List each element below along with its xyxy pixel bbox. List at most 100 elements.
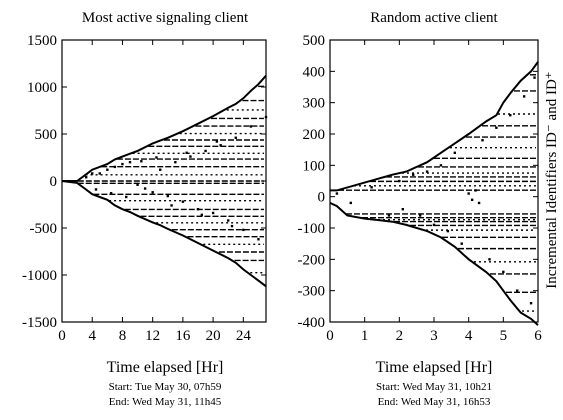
left-data-point	[84, 176, 88, 179]
left-xtick-label: 4	[88, 328, 96, 344]
right-xtick-label: 4	[465, 328, 473, 344]
right-data-point	[529, 302, 533, 305]
left-data-point	[264, 115, 268, 119]
left-ytick-label: 1000	[27, 80, 57, 96]
left-data-point	[109, 192, 113, 195]
left-data-point	[91, 172, 94, 175]
right-ytick-label: 500	[303, 33, 326, 49]
left-upper-envelope	[62, 75, 267, 182]
left-xtick-label: 8	[119, 328, 127, 344]
left-data-point	[185, 151, 188, 154]
right-data-point	[432, 223, 436, 227]
left-data-point	[136, 183, 139, 186]
left-x-axis-label: Time elapsed [Hr]	[107, 359, 224, 376]
right-ytick-label: 200	[303, 127, 326, 143]
right-xtick-label: 3	[430, 328, 438, 344]
left-data-point	[94, 188, 98, 191]
left-data-point	[257, 238, 260, 241]
right-data-point	[370, 186, 373, 189]
right-data-point	[398, 179, 401, 183]
right-data-point	[425, 170, 429, 173]
left-data-point	[143, 187, 147, 190]
left-data-point	[170, 204, 173, 207]
left-data-point	[98, 172, 101, 175]
right-xtick-label: 1	[361, 328, 369, 344]
left-data-point	[230, 224, 234, 228]
left-data-point	[174, 161, 177, 164]
left-xtick-label: 24	[236, 328, 252, 344]
left-data-point	[155, 156, 158, 159]
left-xtick-label: 20	[206, 328, 221, 344]
right-data-point	[474, 189, 477, 192]
right-data-point	[477, 201, 481, 205]
right-data-point	[516, 289, 519, 292]
right-ytick-label: 100	[303, 158, 326, 174]
left-ytick-label: -1500	[22, 315, 57, 331]
left-ytick-label: 500	[35, 127, 58, 143]
right-ytick-label: 400	[303, 64, 326, 80]
left-data-point	[204, 149, 207, 153]
right-xtick-label: 2	[396, 328, 404, 344]
left-data-point	[219, 144, 222, 147]
right-data-point	[401, 208, 404, 211]
right-ytick-label: -400	[298, 315, 326, 331]
left-data-point	[159, 168, 162, 171]
right-data-point	[522, 95, 526, 98]
right-ytick-label: -200	[298, 252, 326, 268]
left-ytick-label: 0	[50, 174, 58, 190]
left-data-point	[125, 195, 128, 199]
right-start-text: Start: Wed May 31, 10h21	[376, 381, 492, 393]
left-xtick-label: 12	[145, 328, 160, 344]
right-xtick-label: 0	[326, 328, 334, 344]
right-data-point	[470, 198, 474, 201]
left-data-point	[242, 228, 245, 232]
right-data-point	[387, 214, 391, 217]
right-data-point	[467, 192, 470, 195]
left-chart: -1500 -1000 -500 0 500 1000 1500 0 4 8 12 16 20 24	[22, 33, 268, 344]
left-data-point	[106, 168, 109, 171]
left-ytick-label: -1000	[22, 268, 57, 284]
left-data-point	[227, 219, 230, 222]
right-ytick-label: -300	[298, 284, 326, 300]
right-data-point	[349, 201, 352, 205]
right-data-point	[495, 126, 498, 129]
right-data-point	[481, 139, 484, 142]
right-data-point	[509, 114, 512, 117]
right-data-point	[418, 214, 422, 217]
left-data-point	[189, 155, 192, 158]
right-data-point	[412, 173, 415, 176]
left-ytick-label: 1500	[27, 33, 57, 49]
right-ytick-label: 0	[318, 190, 326, 206]
left-end-text: End: Wed May 31, 11h45	[109, 396, 222, 408]
left-ytick-label: -500	[30, 221, 58, 237]
right-upper-envelope	[330, 61, 539, 192]
right-data-point	[460, 242, 463, 245]
left-lower-envelope	[61, 180, 267, 288]
left-data-point	[234, 136, 237, 139]
right-ytick-label: 300	[303, 96, 326, 112]
left-start-text: Start: Tue May 30, 07h59	[109, 381, 222, 393]
right-data-point	[439, 164, 443, 167]
right-xtick-label: 5	[500, 328, 508, 344]
right-ytick-label: -100	[298, 221, 326, 237]
left-data-point	[128, 161, 132, 164]
left-data-point	[140, 160, 143, 163]
right-end-text: End: Wed May 31, 16h53	[378, 396, 491, 408]
left-xtick-label: 16	[175, 328, 191, 344]
right-x-axis-label: Time elapsed [Hr]	[376, 359, 493, 376]
left-data-point	[181, 200, 185, 203]
right-data-point	[453, 151, 456, 154]
right-lower-envelope	[329, 201, 539, 326]
left-data-point	[113, 165, 117, 169]
left-data-point	[121, 162, 124, 166]
left-data-point	[211, 211, 215, 215]
right-chart: -400 -300 -200 -100 0 100 200 300 400 500 0 1 2 3 4 5 6	[298, 33, 543, 344]
left-data-point	[151, 191, 154, 194]
right-data-point	[446, 229, 450, 233]
right-chart-title: Random active client	[370, 10, 498, 26]
left-data-point	[215, 140, 219, 143]
left-data-point	[166, 194, 169, 198]
left-xtick-label: 0	[58, 328, 66, 344]
left-data-point	[249, 125, 253, 128]
